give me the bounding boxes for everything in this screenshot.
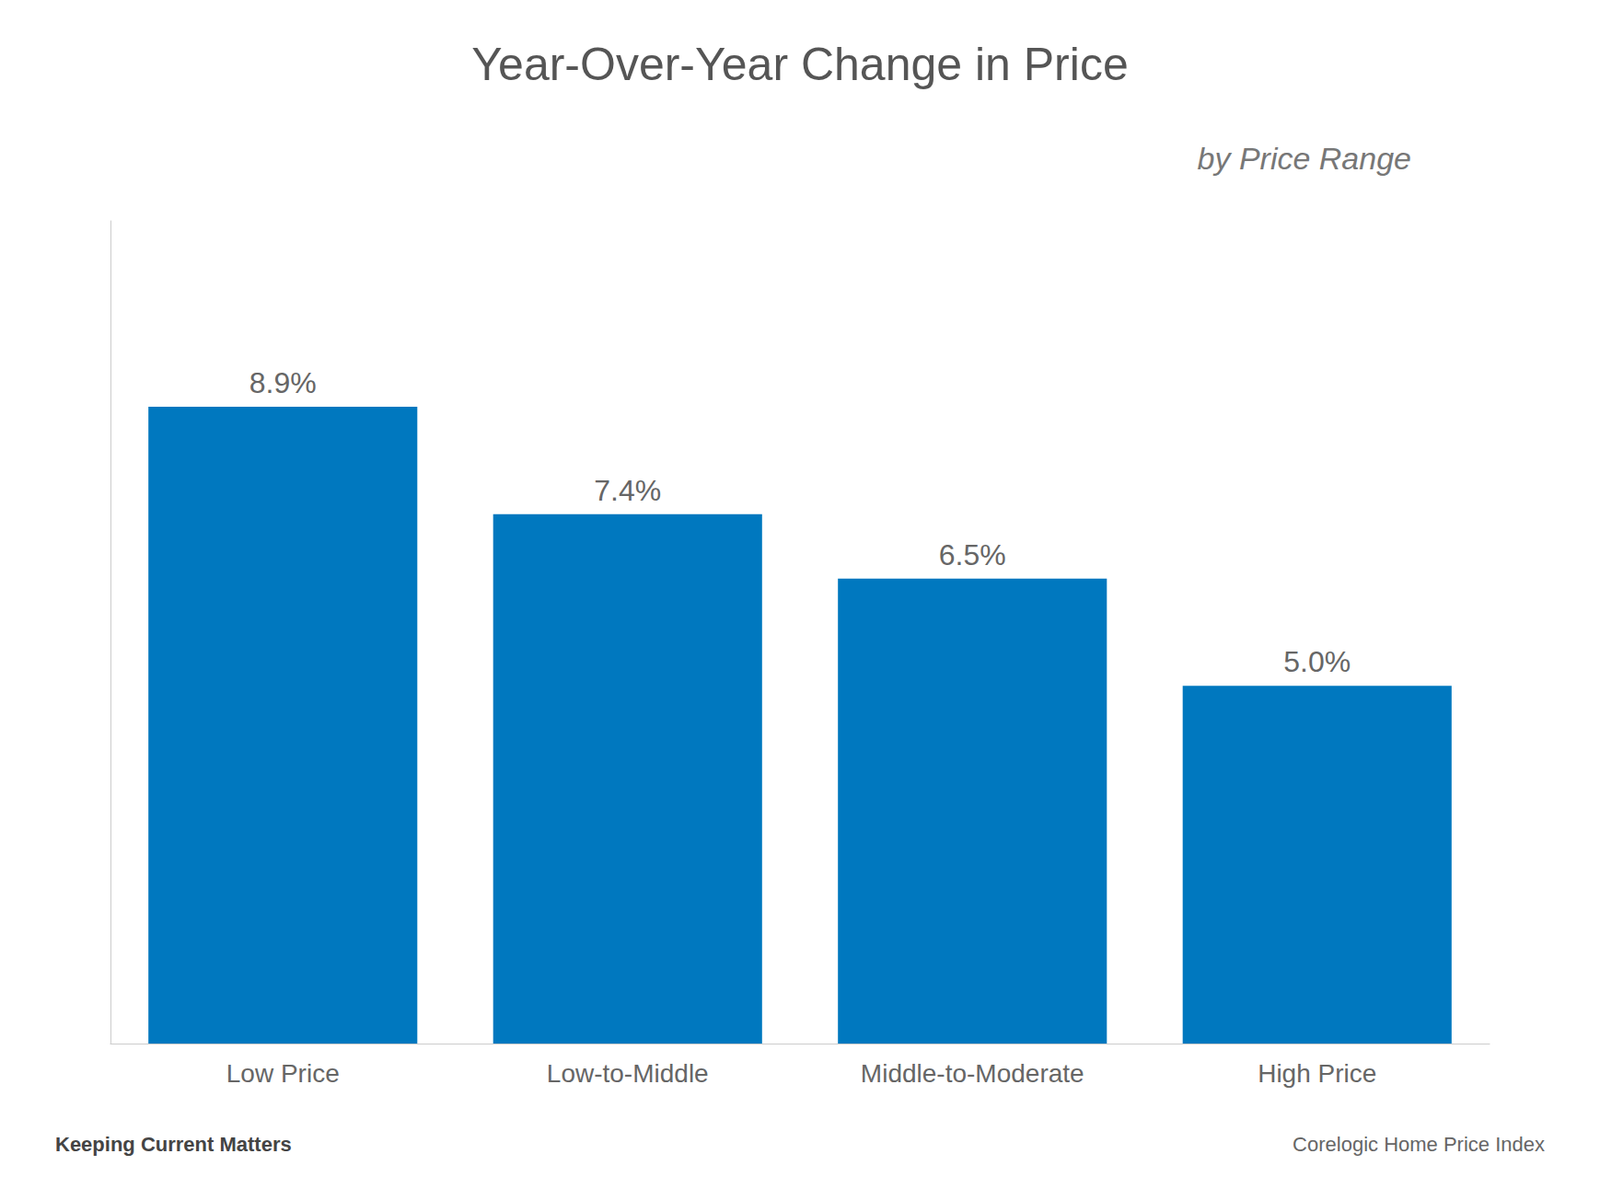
svg-text:Low-to-Middle: Low-to-Middle [546,1059,709,1089]
svg-text:High Price: High Price [1257,1059,1377,1089]
svg-text:Keeping Current Matters: Keeping Current Matters [55,1133,292,1157]
svg-text:6.5%: 6.5% [939,538,1007,572]
svg-text:5.0%: 5.0% [1283,645,1351,679]
svg-text:by Price Range: by Price Range [1197,140,1412,176]
svg-text:8.9%: 8.9% [249,366,317,400]
svg-text:Corelogic Home Price Index: Corelogic Home Price Index [1292,1133,1545,1157]
svg-text:Middle-to-Moderate: Middle-to-Moderate [860,1059,1085,1089]
svg-text:Low Price: Low Price [226,1059,340,1089]
svg-text:7.4%: 7.4% [593,474,661,508]
svg-text:Year-Over-Year Change in Price: Year-Over-Year Change in Price [471,38,1128,91]
